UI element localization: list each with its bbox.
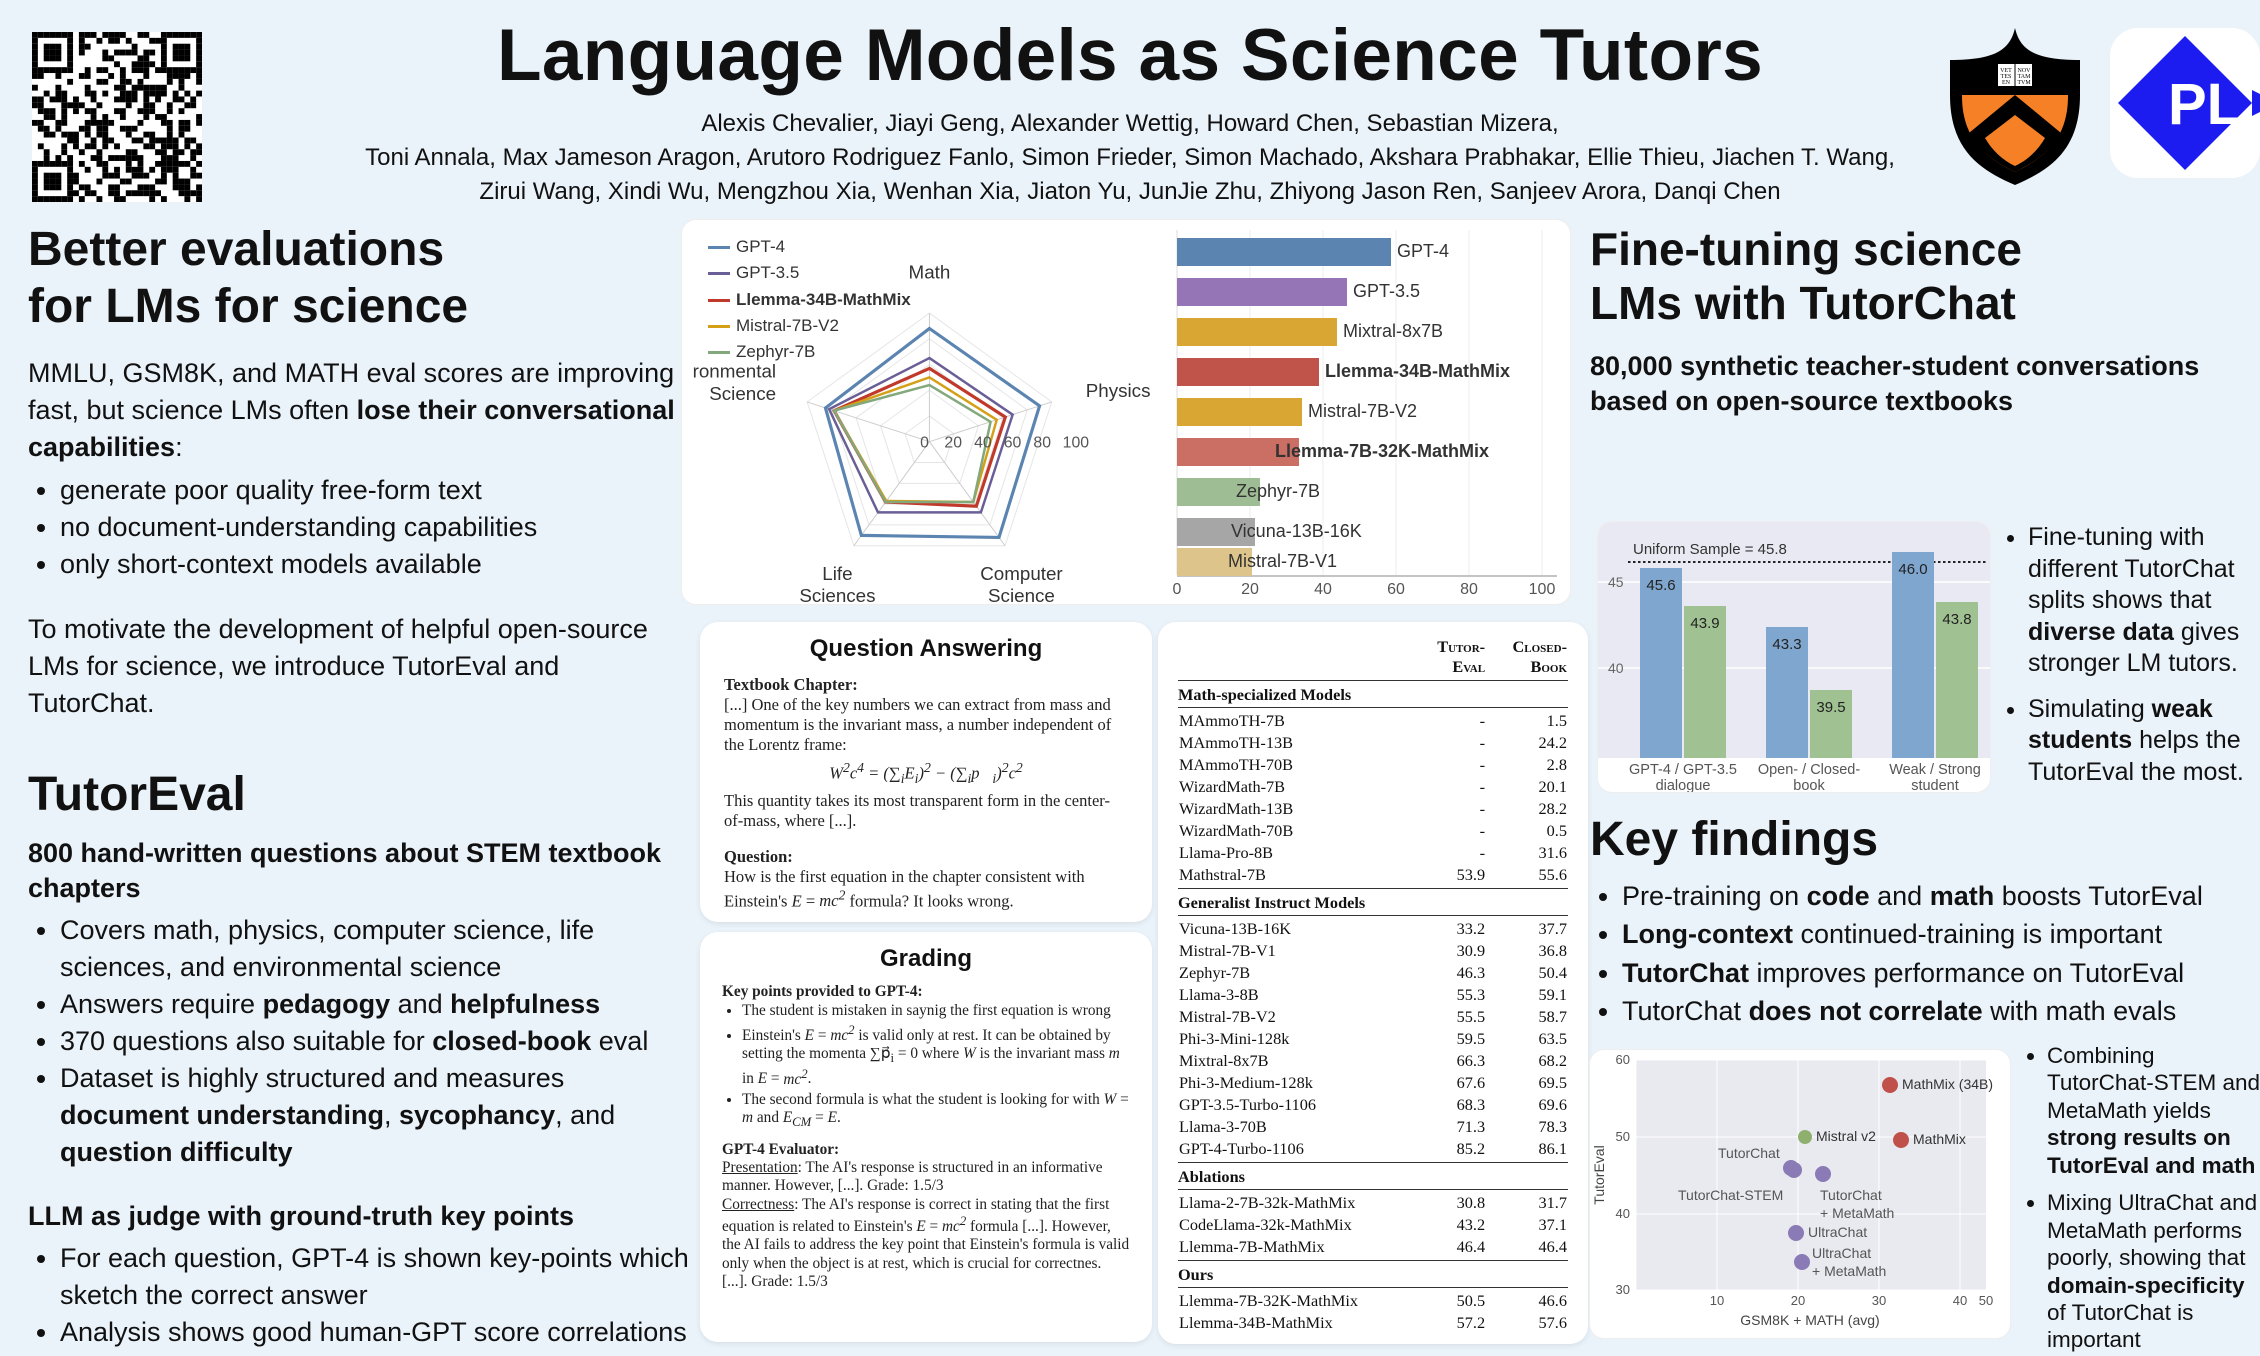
- svg-text:0: 0: [1173, 581, 1182, 598]
- svg-text:EN: EN: [2002, 80, 2011, 86]
- svg-text:40: 40: [1616, 1206, 1630, 1221]
- svg-text:+ MetaMath: + MetaMath: [1812, 1263, 1886, 1279]
- svg-text:60: 60: [1387, 581, 1405, 598]
- svg-text:Physics: Physics: [1086, 380, 1151, 401]
- svg-text:TutorChat: TutorChat: [1718, 1145, 1780, 1161]
- svg-text:Science: Science: [709, 383, 776, 404]
- svg-text:0: 0: [920, 435, 929, 452]
- svg-text:40: 40: [1953, 1293, 1967, 1308]
- svg-text:43.9: 43.9: [1690, 615, 1719, 632]
- svg-text:TutorChat-STEM: TutorChat-STEM: [1678, 1187, 1783, 1203]
- svg-text:GSM8K + MATH (avg): GSM8K + MATH (avg): [1740, 1312, 1879, 1328]
- svg-text:TVM: TVM: [2017, 80, 2031, 86]
- svg-text:10: 10: [1710, 1293, 1724, 1308]
- svg-text:40: 40: [974, 435, 992, 452]
- svg-text:20: 20: [944, 435, 962, 452]
- svg-text:Weak / Strong: Weak / Strong: [1889, 762, 1981, 778]
- svg-text:Llemma-34B-MathMix: Llemma-34B-MathMix: [1325, 361, 1510, 381]
- svg-text:student: student: [1911, 778, 1959, 792]
- svg-text:Vicuna-13B-16K: Vicuna-13B-16K: [1231, 521, 1362, 541]
- svg-text:60: 60: [1004, 435, 1022, 452]
- svg-text:TutorEval: TutorEval: [1591, 1145, 1607, 1204]
- svg-text:Life: Life: [822, 563, 852, 584]
- svg-text:40: 40: [1608, 660, 1624, 676]
- svg-text:dialogue: dialogue: [1656, 778, 1711, 792]
- svg-text:50: 50: [1616, 1129, 1630, 1144]
- svg-text:Sciences: Sciences: [799, 585, 875, 604]
- svg-text:39.5: 39.5: [1816, 699, 1845, 716]
- svg-text:46.0: 46.0: [1898, 561, 1927, 578]
- svg-text:Science: Science: [988, 585, 1055, 604]
- svg-text:Llemma-7B-32K-MathMix: Llemma-7B-32K-MathMix: [1275, 441, 1489, 461]
- svg-text:Mistral-7B-V1: Mistral-7B-V1: [1228, 551, 1337, 571]
- svg-text:MathMix: MathMix: [1913, 1131, 1966, 1147]
- svg-text:UltraChat: UltraChat: [1808, 1224, 1867, 1240]
- svg-text:30: 30: [1872, 1293, 1886, 1308]
- svg-text:80: 80: [1033, 435, 1051, 452]
- svg-text:UltraChat: UltraChat: [1812, 1245, 1871, 1261]
- svg-text:60: 60: [1616, 1052, 1630, 1067]
- svg-text:45.6: 45.6: [1646, 577, 1675, 594]
- svg-text:43.8: 43.8: [1942, 611, 1971, 628]
- svg-text:GPT-4: GPT-4: [1397, 241, 1449, 261]
- svg-text:45: 45: [1608, 574, 1624, 590]
- svg-text:MathMix (34B): MathMix (34B): [1902, 1076, 1993, 1092]
- svg-text:100: 100: [1063, 435, 1090, 452]
- svg-text:+ MetaMath: + MetaMath: [1820, 1205, 1894, 1221]
- svg-text:Mistral v2: Mistral v2: [1816, 1128, 1876, 1144]
- svg-text:book: book: [1793, 778, 1825, 792]
- svg-text:GPT-4 / GPT-3.5: GPT-4 / GPT-3.5: [1629, 762, 1737, 778]
- svg-text:30: 30: [1616, 1282, 1630, 1297]
- svg-text:80: 80: [1460, 581, 1478, 598]
- svg-text:Open- / Closed-: Open- / Closed-: [1758, 762, 1861, 778]
- svg-text:Mistral-7B-V2: Mistral-7B-V2: [1308, 401, 1417, 421]
- svg-text:20: 20: [1241, 581, 1259, 598]
- svg-text:50: 50: [1979, 1293, 1993, 1308]
- svg-text:TutorChat: TutorChat: [1820, 1187, 1882, 1203]
- svg-text:Environmental: Environmental: [692, 360, 776, 381]
- svg-text:Mixtral-8x7B: Mixtral-8x7B: [1343, 321, 1443, 341]
- svg-text:GPT-3.5: GPT-3.5: [1353, 281, 1420, 301]
- svg-text:100: 100: [1529, 581, 1556, 598]
- svg-text:Zephyr-7B: Zephyr-7B: [1236, 481, 1320, 501]
- svg-text:Computer: Computer: [980, 563, 1062, 584]
- svg-text:Uniform Sample = 45.8: Uniform Sample = 45.8: [1633, 541, 1787, 558]
- svg-text:20: 20: [1791, 1293, 1805, 1308]
- svg-text:43.3: 43.3: [1772, 636, 1801, 653]
- svg-text:Math: Math: [909, 261, 951, 282]
- svg-text:PL: PL: [2168, 72, 2242, 137]
- svg-text:40: 40: [1314, 581, 1332, 598]
